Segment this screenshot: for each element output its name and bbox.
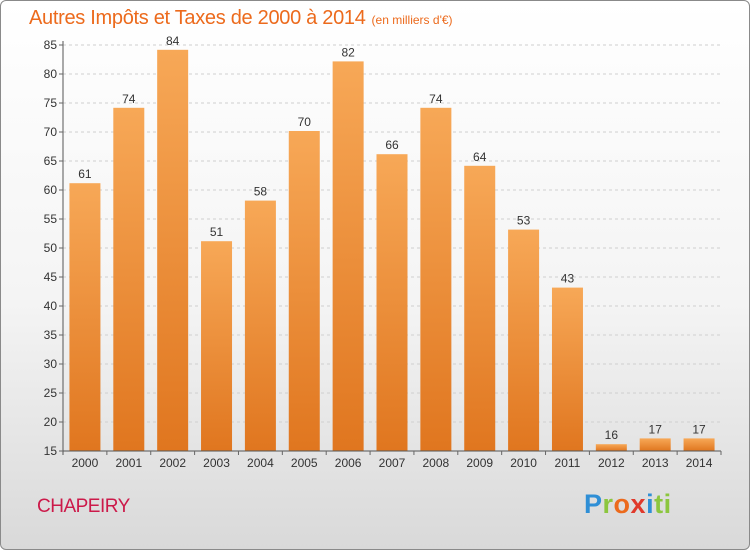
x-tick-label: 2004 [247,456,274,470]
data-label: 53 [517,214,531,228]
chart-unit: (en milliers d'€) [371,13,453,27]
y-tick-label: 40 [44,299,58,313]
y-tick-label: 55 [44,212,58,226]
x-tick-label: 2011 [555,456,581,470]
y-tick-label: 15 [44,444,58,458]
x-tick-label: 2005 [291,456,318,470]
y-tick-label: 65 [44,154,58,168]
data-label: 51 [210,225,224,239]
chart-title: Autres Impôts et Taxes de 2000 à 2014 (en… [29,7,453,30]
proxiti-logo: Proxiti [584,489,672,520]
bar [683,438,715,451]
y-tick-label: 45 [44,270,58,284]
logo-letter: P [584,489,603,519]
logo-letter: ti [654,489,672,519]
y-axis-ticks: 15 20 25 30 35 40 45 50 55 60 65 70 75 80 85 [44,38,63,458]
data-labels: 61 74 84 51 58 70 82 66 74 64 53 43 16 17 17 [78,34,706,442]
bar [595,444,627,451]
data-label: 66 [385,138,399,152]
y-tick-label: 60 [44,183,58,197]
x-tick-label: 2000 [72,456,99,470]
bar [244,200,276,451]
bar [332,61,364,452]
bar [420,107,452,452]
bar [113,107,145,452]
x-tick-label: 2007 [379,456,406,470]
bar [508,229,540,451]
x-tick-label: 2014 [686,456,713,470]
y-tick-label: 30 [44,357,58,371]
data-label: 82 [341,45,355,59]
x-tick-label: 2001 [115,456,142,470]
bar [464,165,496,452]
data-label: 17 [649,422,663,436]
bar [551,287,583,451]
x-axis-ticks: 2000 2001 2002 2003 2004 2005 2006 2007 2008 2009… [72,451,722,470]
bar [376,154,408,451]
logo-letter: x [630,489,647,519]
bars [69,49,715,452]
chart-title-text: Autres Impôts et Taxes de 2000 à 2014 [29,7,366,29]
data-label: 74 [122,92,136,106]
logo-letter: i [646,489,655,519]
bar [288,131,320,451]
data-label: 70 [298,115,312,129]
y-tick-label: 70 [44,125,58,139]
y-tick-label: 50 [44,241,58,255]
data-label: 58 [254,185,268,199]
bar [69,183,101,451]
y-tick-label: 35 [44,328,58,342]
bar [157,49,189,452]
data-label: 16 [605,428,619,442]
x-tick-label: 2002 [159,456,186,470]
y-tick-label: 25 [44,386,58,400]
bar [201,241,233,451]
x-tick-label: 2013 [642,456,669,470]
bar [639,438,671,451]
x-tick-label: 2008 [423,456,450,470]
y-tick-label: 75 [44,96,58,110]
data-label: 43 [561,272,575,286]
x-tick-label: 2006 [335,456,362,470]
y-tick-label: 80 [44,67,58,81]
commune-name: CHAPEIRY [37,496,130,517]
data-label: 74 [429,92,443,106]
x-tick-label: 2009 [466,456,493,470]
data-label: 64 [473,150,487,164]
logo-letter: r [602,489,614,519]
data-label: 84 [166,34,180,48]
data-label: 61 [78,167,92,181]
y-tick-label: 20 [44,415,58,429]
y-tick-label: 85 [44,38,58,52]
data-label: 17 [692,422,706,436]
x-tick-label: 2003 [203,456,230,470]
x-tick-label: 2010 [510,456,537,470]
logo-letter: o [613,489,631,519]
x-tick-label: 2012 [598,456,625,470]
